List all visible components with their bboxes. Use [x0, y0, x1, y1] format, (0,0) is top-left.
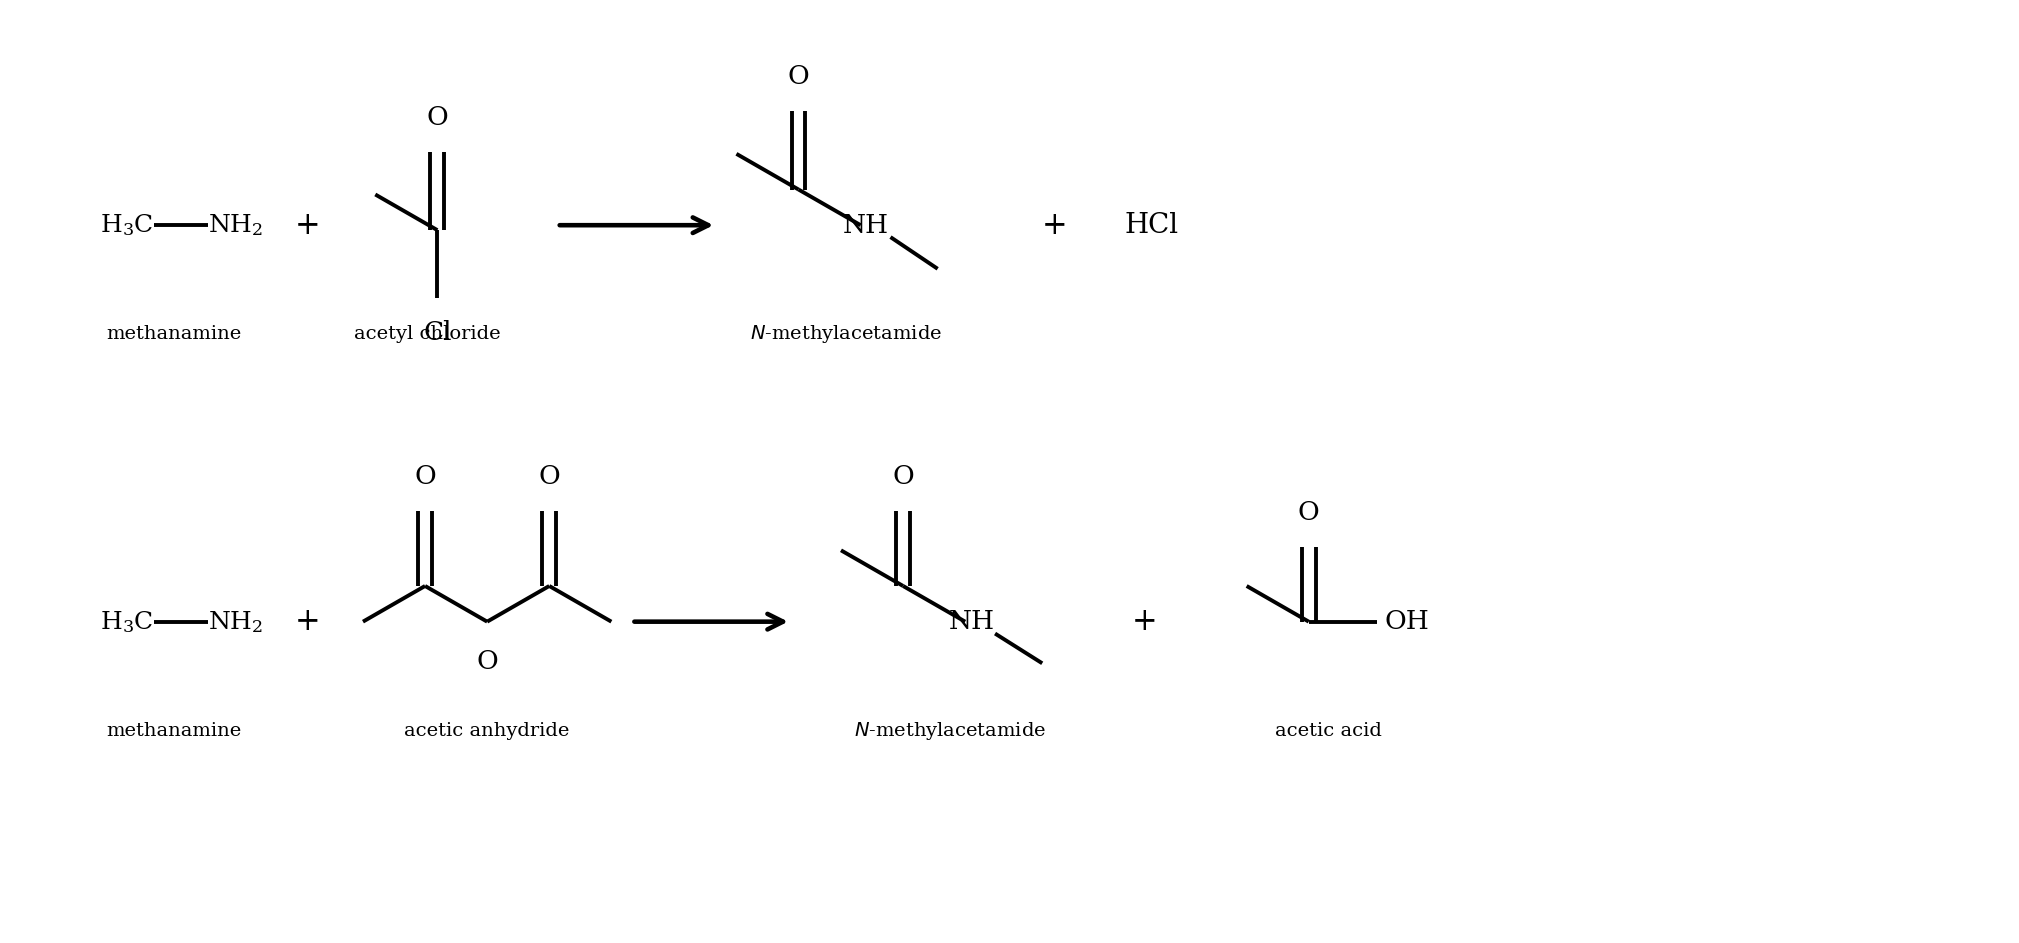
Text: O: O [1298, 500, 1320, 525]
Text: Cl: Cl [424, 320, 452, 345]
Text: +: + [1042, 209, 1068, 240]
Text: O: O [892, 464, 915, 489]
Text: OH: OH [1385, 609, 1429, 634]
Text: NH: NH [949, 609, 995, 634]
Text: $\mathregular{H_3C}$: $\mathregular{H_3C}$ [101, 609, 153, 635]
Text: methanamine: methanamine [105, 721, 240, 739]
Text: methanamine: methanamine [105, 325, 240, 343]
Text: acetyl chloride: acetyl chloride [353, 325, 501, 343]
Text: +: + [295, 209, 321, 240]
Text: O: O [476, 650, 499, 674]
Text: acetic acid: acetic acid [1276, 721, 1383, 739]
Text: NH: NH [842, 213, 888, 238]
Text: HCl: HCl [1125, 211, 1179, 239]
Text: $\mathregular{NH_2}$: $\mathregular{NH_2}$ [208, 609, 264, 635]
Text: $\mathregular{H_3C}$: $\mathregular{H_3C}$ [101, 212, 153, 239]
Text: $\mathregular{NH_2}$: $\mathregular{NH_2}$ [208, 212, 264, 239]
Text: O: O [426, 105, 448, 130]
Text: O: O [787, 64, 810, 90]
Text: acetic anhydride: acetic anhydride [404, 721, 569, 739]
Text: +: + [295, 606, 321, 637]
Text: $\it{N}$-methylacetamide: $\it{N}$-methylacetamide [854, 720, 1046, 742]
Text: O: O [414, 464, 436, 489]
Text: O: O [539, 464, 559, 489]
Text: $\it{N}$-methylacetamide: $\it{N}$-methylacetamide [749, 323, 941, 345]
Text: +: + [1131, 606, 1157, 637]
